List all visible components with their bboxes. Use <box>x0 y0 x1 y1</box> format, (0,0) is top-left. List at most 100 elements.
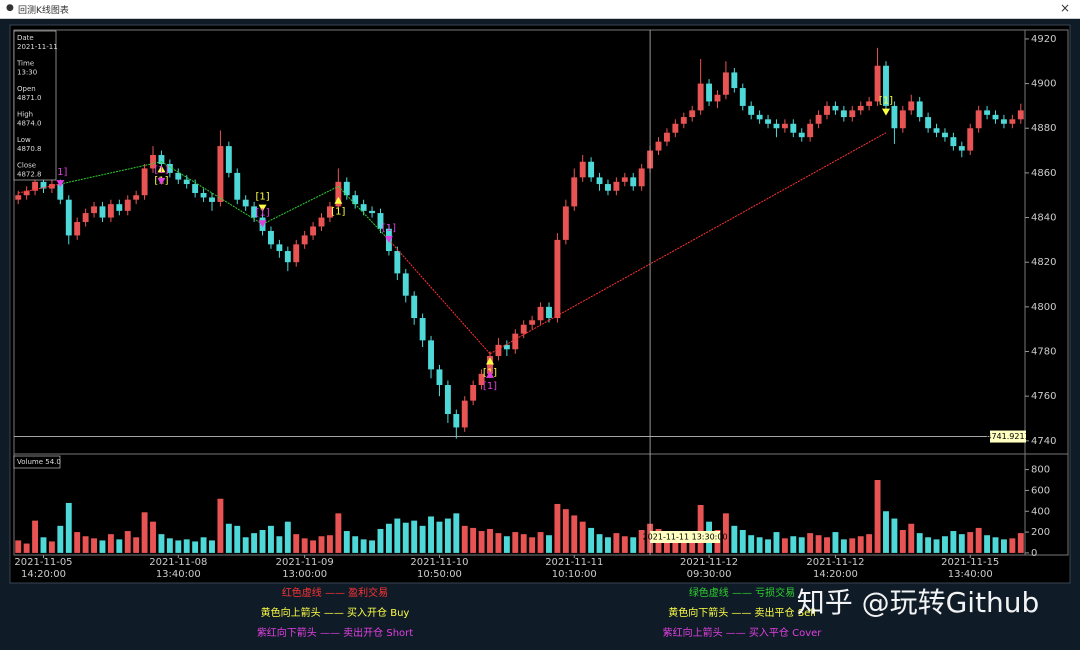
y-tick-label: 4740 <box>1031 436 1056 447</box>
volume-bar <box>268 525 274 553</box>
candle-body <box>225 146 232 173</box>
volume-bar <box>251 533 258 553</box>
volume-bar <box>748 535 755 553</box>
volume-bar <box>697 505 704 553</box>
candle-body <box>158 155 165 164</box>
volume-bar <box>739 530 746 553</box>
candle-body <box>697 83 704 111</box>
volume-bar <box>680 535 687 553</box>
x-tick-label: 2021-11-12 <box>680 557 738 568</box>
legend-item: 黄色向上箭头 —— 买入开仓 Buy <box>261 606 410 619</box>
volume-bar <box>82 536 89 553</box>
signal-label: [1] <box>331 207 345 218</box>
volume-bar <box>546 535 552 553</box>
x-tick-label: 14:20:00 <box>813 569 858 580</box>
candle-body <box>91 206 97 214</box>
candle-body <box>166 163 173 173</box>
volume-bar <box>798 537 805 553</box>
y-tick-label: 4800 <box>1031 302 1056 313</box>
candle-body <box>706 83 713 102</box>
volume-bar <box>166 538 173 553</box>
info-label: Close <box>17 162 36 170</box>
volume-bar <box>613 533 620 553</box>
volume-bar <box>579 521 586 553</box>
candle-body <box>377 213 384 229</box>
volume-bar <box>48 541 55 553</box>
volume-bar <box>352 536 359 553</box>
trade-line <box>18 183 61 194</box>
candle-body <box>824 105 830 115</box>
candle-body <box>242 199 249 207</box>
volume-bar <box>992 537 999 553</box>
signal-arrow <box>258 220 267 228</box>
volume-bar <box>234 525 241 553</box>
candle-body <box>689 110 696 118</box>
volume-bar <box>74 532 81 553</box>
candle-body <box>65 199 72 236</box>
volume-bar <box>883 511 889 553</box>
candle-body <box>908 101 915 111</box>
volume-bar <box>301 538 308 553</box>
volume-bar <box>478 531 485 553</box>
candle-body <box>259 217 266 231</box>
volume-bar <box>217 498 224 553</box>
info-value: 4874.0 <box>17 120 42 128</box>
volume-bar <box>411 520 418 553</box>
candle-body <box>849 110 856 118</box>
signal-arrow <box>157 165 166 173</box>
volume-bar <box>899 530 906 553</box>
candle-body <box>638 168 645 187</box>
volume-bar <box>908 523 915 553</box>
volume-bar <box>150 521 156 553</box>
candle-body <box>318 217 325 227</box>
candle-body <box>925 117 932 129</box>
volume-bar <box>933 539 940 553</box>
candle-body <box>343 181 350 196</box>
candle-body <box>596 177 603 185</box>
candle-body <box>461 400 468 428</box>
volume-panel <box>13 453 1069 556</box>
close-button[interactable]: × <box>1059 1 1070 15</box>
candle-body <box>621 177 628 182</box>
volume-bar <box>259 530 266 553</box>
crosshair-time-box <box>650 531 721 543</box>
title-bar: ● 回测K线图表 × <box>0 0 1080 19</box>
y-tick-label: 4860 <box>1031 168 1056 179</box>
crosshair-time-label: 2021-11-11 13:30:00 <box>643 533 728 542</box>
candle-body <box>428 340 434 370</box>
info-value: 2021-11-11 <box>17 43 58 51</box>
trade-line <box>489 319 550 355</box>
signal-label: [1] <box>53 167 67 178</box>
candle-body <box>630 177 637 187</box>
candle-body <box>672 123 679 133</box>
volume-bar <box>369 540 376 553</box>
volume-bar <box>824 537 830 553</box>
volume-bar <box>765 539 771 553</box>
x-tick-label: 2021-11-05 <box>14 557 72 568</box>
candle-body <box>411 295 418 319</box>
signal-label: [1] <box>483 381 497 392</box>
candle-body <box>840 110 847 118</box>
y-tick-label: 600 <box>1031 485 1050 496</box>
volume-bar <box>520 534 527 553</box>
candle-body <box>891 105 898 129</box>
trade-line <box>161 161 263 225</box>
app-icon: ● <box>6 3 14 13</box>
price-panel <box>13 29 1069 455</box>
candle-body <box>478 373 485 386</box>
volume-bar <box>975 527 982 553</box>
volume-bar <box>116 539 123 553</box>
candle-body <box>251 206 258 218</box>
y-tick-label: 800 <box>1031 465 1050 476</box>
candle-body <box>57 184 64 200</box>
candle-body <box>310 226 317 236</box>
volume-bar <box>444 518 451 553</box>
info-label: Time <box>16 60 34 68</box>
candle-body <box>276 244 283 252</box>
candle-body <box>731 72 738 89</box>
candle-body <box>234 172 241 200</box>
volume-bar <box>857 536 864 553</box>
candle-body <box>444 385 451 415</box>
volume-bar <box>781 538 788 553</box>
volume-bar <box>487 528 493 553</box>
